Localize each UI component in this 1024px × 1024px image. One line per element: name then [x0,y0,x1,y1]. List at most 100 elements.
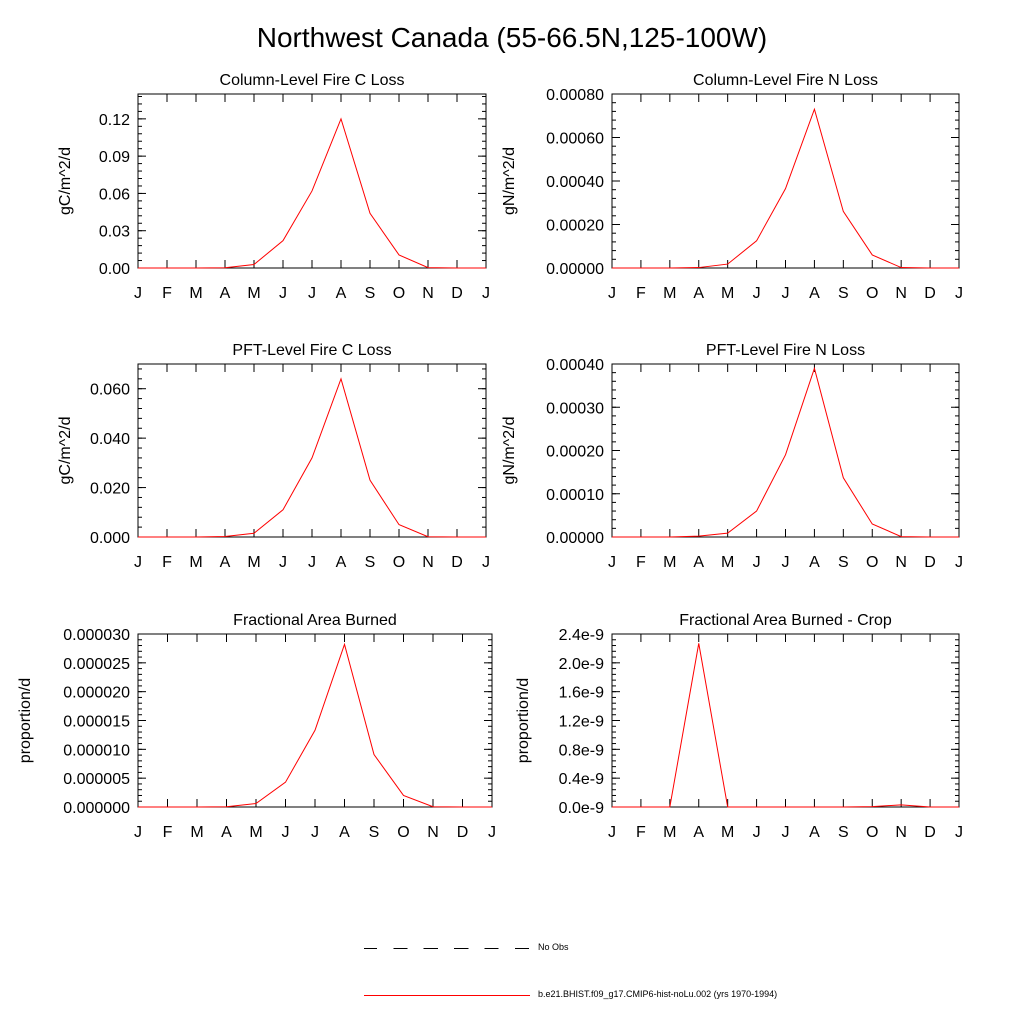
y-tick-label: 1.6e-9 [559,685,604,702]
y-tick-label: 1.2e-9 [559,714,604,731]
series-line-1 [612,643,959,808]
panel-title: Fractional Area Burned - Crop [679,612,892,629]
chart-panel-2: J F M A M J J A S O N D J0.000000.000200.000400.0006… [501,72,963,302]
plot-frame [611,363,960,538]
y-axis-label: proportion/d [515,678,532,763]
x-tick-label: N [422,554,434,571]
x-tick-label: F [636,554,646,571]
x-tick-label: J [482,285,490,302]
legend-label-model: b.e21.BHIST.f09_g17.CMIP6-hist-noLu.002 … [538,989,778,999]
x-tick-label: J [955,824,963,841]
y-tick-label: 0.060 [90,382,130,399]
x-tick-label: M [721,824,734,841]
x-tick-label: J [482,554,490,571]
x-tick-label: O [866,554,878,571]
x-tick-label: S [838,554,849,571]
plot-frame [611,93,960,269]
x-tick-label: J [955,285,963,302]
x-tick-label: A [220,285,231,302]
series-line-1 [138,642,492,808]
legend-swatch-solid [364,995,530,996]
figure-title: Northwest Canada (55-66.5N,125-100W) [256,22,768,53]
y-tick-label: 0.040 [90,431,130,448]
x-tick-label: F [636,824,646,841]
plot-frame [137,363,487,538]
y-tick-label: 0.00060 [546,131,604,148]
y-tick-label: 0.000020 [63,685,130,702]
chart-panel-1: J F M A M J J A S O N D J0.000.030.060.090.12Column-… [57,72,490,302]
x-tick-label: M [663,285,676,302]
x-tick-label: F [162,554,172,571]
legend-entry-no-obs: No Obs [364,942,884,956]
x-tick-label: N [427,824,439,841]
plot-frame [137,93,487,269]
x-tick-label: A [693,824,704,841]
x-tick-label: M [189,554,202,571]
y-tick-label: 0.0e-9 [559,800,604,817]
x-tick-label: J [282,824,290,841]
x-tick-label: J [279,285,287,302]
x-tick-label: A [809,285,820,302]
x-tick-label: J [753,285,761,302]
x-tick-label: J [608,824,616,841]
x-tick-label: M [247,285,260,302]
y-tick-label: 0.000015 [63,714,130,731]
x-tick-label: J [134,824,142,841]
y-tick-label: 0.00000 [546,530,604,547]
x-tick-label: N [895,285,907,302]
y-tick-label: 0.09 [99,149,130,166]
x-tick-label: A [336,285,347,302]
x-tick-label: M [721,285,734,302]
panel-title: PFT-Level Fire C Loss [232,342,391,359]
x-tick-label: J [311,824,319,841]
y-tick-label: 0.00040 [546,357,604,374]
y-tick-label: 0.000030 [63,627,130,644]
x-tick-label: S [838,285,849,302]
x-tick-label: N [895,824,907,841]
x-tick-label: O [393,285,405,302]
panel-title: Column-Level Fire C Loss [220,72,405,89]
y-tick-label: 0.4e-9 [559,771,604,788]
legend-entry-model: b.e21.BHIST.f09_g17.CMIP6-hist-noLu.002 … [364,989,884,1003]
y-tick-label: 0.00040 [546,174,604,191]
x-tick-label: J [753,554,761,571]
y-tick-label: 0.00010 [546,487,604,504]
plot-frame [137,633,493,808]
x-tick-label: F [162,285,172,302]
y-tick-label: 0.000005 [63,771,130,788]
y-tick-label: 0.03 [99,224,130,241]
y-axis-label: gN/m^2/d [501,417,518,485]
panel-title: Column-Level Fire N Loss [693,72,878,89]
x-tick-label: D [924,554,936,571]
x-tick-label: J [753,824,761,841]
y-tick-label: 0.000000 [63,800,130,817]
y-tick-label: 0.00 [99,261,130,278]
x-tick-label: N [895,554,907,571]
x-tick-label: O [866,824,878,841]
x-tick-label: M [663,824,676,841]
x-tick-label: J [308,285,316,302]
x-tick-label: A [809,824,820,841]
plot-frame [611,633,960,808]
series-line-1 [612,366,959,538]
chart-panel-3: J F M A M J J A S O N D J0.0000.0200.0400.060PFT-Lev… [57,342,490,571]
y-axis-label: gC/m^2/d [57,147,74,215]
x-tick-label: S [369,824,380,841]
series-line-1 [612,107,959,269]
x-tick-label: J [782,554,790,571]
series-line-1 [138,377,486,538]
y-tick-label: 0.000025 [63,656,130,673]
x-tick-label: F [163,824,173,841]
x-tick-label: S [365,554,376,571]
x-tick-label: J [488,824,496,841]
x-tick-label: J [279,554,287,571]
x-tick-label: M [249,824,262,841]
x-tick-label: D [451,285,463,302]
y-tick-label: 2.0e-9 [559,656,604,673]
x-tick-label: D [924,285,936,302]
x-tick-label: A [221,824,232,841]
x-tick-label: O [393,554,405,571]
y-tick-label: 0.00080 [546,87,604,104]
y-tick-label: 0.12 [99,112,130,129]
